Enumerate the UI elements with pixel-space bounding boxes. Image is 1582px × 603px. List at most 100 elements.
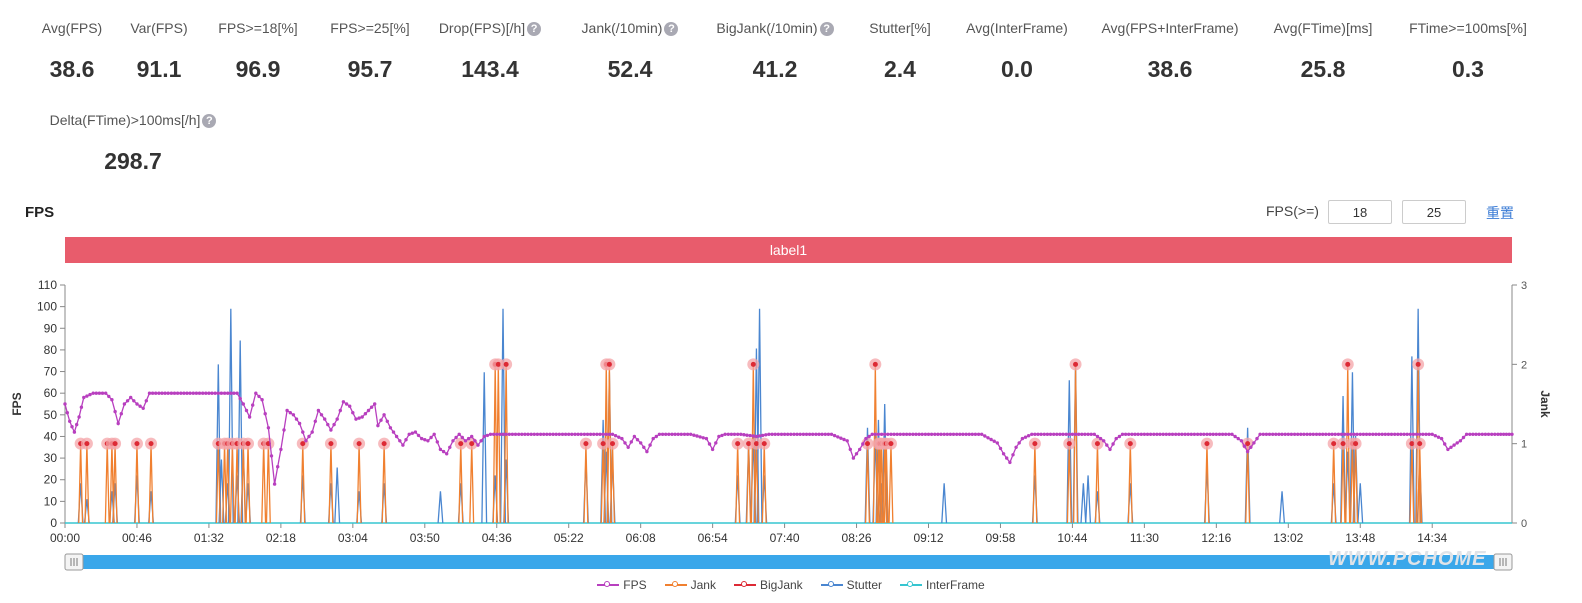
jank-marker <box>1032 441 1038 447</box>
fps-point <box>1220 432 1225 436</box>
fps-point <box>166 391 170 395</box>
legend-item-interframe[interactable]: InterFrame <box>900 578 985 592</box>
fps-point <box>1026 434 1031 438</box>
fps-point <box>961 432 965 436</box>
fps-point <box>1333 432 1337 436</box>
fps-point <box>1464 432 1469 436</box>
fps-point <box>1224 432 1228 436</box>
stat-label-text: Jank(/10min) <box>581 20 663 36</box>
fps-point <box>898 432 902 436</box>
help-icon[interactable]: ? <box>819 22 834 36</box>
fps-point <box>91 391 95 395</box>
fps-point <box>1414 432 1419 436</box>
fps-point <box>989 437 993 442</box>
fps-point <box>401 443 405 447</box>
fps-point <box>1352 432 1356 436</box>
stat-value: 0.3 <box>1452 56 1484 82</box>
fps-point <box>889 432 893 436</box>
jank-marker <box>1417 441 1423 447</box>
jank-spike <box>104 443 110 524</box>
stat-label: BigJank(/10min)? <box>655 17 895 39</box>
fps-point <box>1330 432 1334 436</box>
fps-threshold-high-input[interactable] <box>1402 200 1466 224</box>
fps-threshold-low-input[interactable] <box>1328 200 1392 224</box>
fps-point <box>685 432 690 436</box>
x-tick-label: 14:34 <box>1417 531 1447 545</box>
fps-point <box>513 432 518 436</box>
fps-point <box>432 432 436 436</box>
fps-point <box>72 430 77 434</box>
stat-fps-18: FPS>=18[%] 96.9 <box>138 17 378 83</box>
stat-label-text: BigJank(/10min) <box>716 20 818 36</box>
fps-point <box>1274 432 1278 436</box>
fps-point <box>226 391 230 395</box>
help-icon[interactable]: ? <box>527 22 542 36</box>
fps-point <box>301 430 305 434</box>
fps-point <box>479 439 483 443</box>
fps-point <box>163 391 167 395</box>
fps-point <box>132 399 136 403</box>
fps-point <box>191 391 195 395</box>
fps-point <box>998 446 1003 451</box>
fps-point <box>1192 432 1197 436</box>
fps-point <box>839 436 843 440</box>
reset-button[interactable]: 重置 <box>1486 205 1514 221</box>
fps-point <box>501 432 505 436</box>
fps-point <box>1017 441 1021 445</box>
jank-spike <box>356 443 362 524</box>
fps-point <box>1264 432 1269 436</box>
fps-point <box>1396 432 1400 436</box>
fps-point <box>986 436 990 440</box>
fps-point <box>404 438 408 442</box>
fps-point <box>1346 432 1350 436</box>
fps-point <box>1114 436 1118 441</box>
fps-point <box>122 402 127 406</box>
y-tick-label-left: 0 <box>50 516 57 530</box>
fps-point <box>70 425 74 429</box>
fps-point <box>201 391 205 395</box>
fps-point <box>948 432 953 436</box>
fps-point <box>517 432 521 436</box>
fps-point <box>848 447 852 452</box>
fps-point <box>338 408 342 413</box>
fps-point <box>326 422 330 427</box>
legend-item-stutter[interactable]: Stutter <box>820 578 882 592</box>
y-tick-label-left: 110 <box>38 278 57 292</box>
help-icon[interactable]: ? <box>202 114 217 128</box>
x-tick-label: 05:22 <box>554 531 584 545</box>
jank-marker <box>1066 441 1072 447</box>
fps-point <box>826 432 831 436</box>
fps-threshold-label: FPS(>=) <box>1266 203 1319 219</box>
jank-spike <box>84 443 90 524</box>
fps-point <box>970 432 974 436</box>
fps-point <box>770 432 774 436</box>
fps-point <box>751 434 755 438</box>
fps-point <box>1236 436 1240 441</box>
fps-point <box>1083 432 1087 436</box>
legend-item-jank[interactable]: Jank <box>664 578 716 592</box>
fps-point <box>648 443 652 447</box>
fps-point <box>157 391 161 395</box>
fps-point <box>983 434 987 438</box>
fps-point <box>792 432 796 436</box>
legend-item-bigjank[interactable]: BigJank <box>733 578 803 592</box>
help-icon[interactable]: ? <box>664 22 679 36</box>
fps-point <box>344 402 349 406</box>
legend-label: FPS <box>623 578 647 592</box>
fps-point <box>582 432 587 436</box>
fps-point <box>394 434 399 439</box>
fps-point <box>451 439 455 443</box>
fps-point <box>829 432 834 436</box>
label-bar[interactable]: label1 <box>65 237 1512 263</box>
legend-item-fps[interactable]: FPS <box>597 578 647 592</box>
fps-point <box>1039 432 1043 436</box>
stat-label-text: Avg(FPS+InterFrame) <box>1101 20 1239 36</box>
fps-point <box>1042 432 1047 436</box>
y-tick-label-left: 30 <box>44 451 58 465</box>
fps-point <box>491 432 496 436</box>
fps-point <box>1374 432 1378 436</box>
jank-spike <box>1204 443 1210 524</box>
fps-point <box>1342 432 1347 436</box>
fps-point <box>185 391 189 395</box>
stutter-spike <box>481 372 488 524</box>
